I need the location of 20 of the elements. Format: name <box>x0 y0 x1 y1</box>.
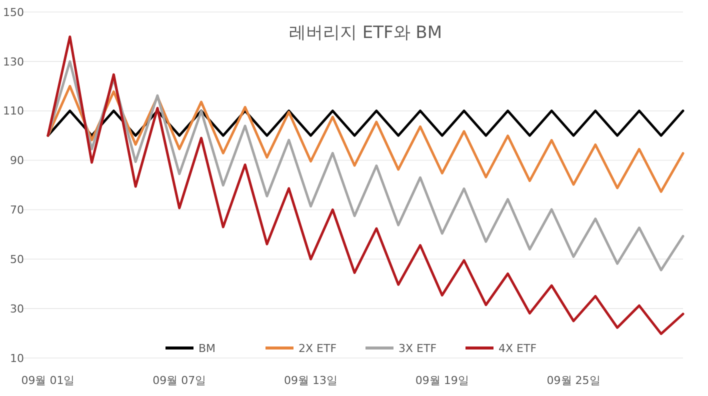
y-tick-label: 130 <box>3 55 24 68</box>
line-series <box>46 84 684 193</box>
y-tick-label: 10 <box>10 352 24 365</box>
x-tick-label: 09월 25일 <box>546 374 600 387</box>
legend-label: 4X ETF <box>498 342 537 355</box>
y-tick-label: 50 <box>10 252 24 266</box>
y-tick-label: 90 <box>10 154 24 168</box>
x-tick-label: 09월 19일 <box>415 374 469 387</box>
y-tick-label: 110 <box>3 104 24 118</box>
x-tick-label: 09월 13일 <box>284 374 338 387</box>
x-tick-label: 09월 01일 <box>21 374 75 387</box>
legend-label: 3X ETF <box>398 342 437 355</box>
text: 레버리지 ETF와 BM <box>288 23 442 43</box>
x-tick-label: 09월 07일 <box>152 374 206 387</box>
legend-label: BM <box>198 342 216 355</box>
y-tick-label: 150 <box>3 6 24 19</box>
line-series <box>46 60 684 272</box>
y-tick-label: 30 <box>10 302 24 316</box>
legend-label: 2X ETF <box>298 342 337 355</box>
y-tick-label: 70 <box>10 204 24 217</box>
